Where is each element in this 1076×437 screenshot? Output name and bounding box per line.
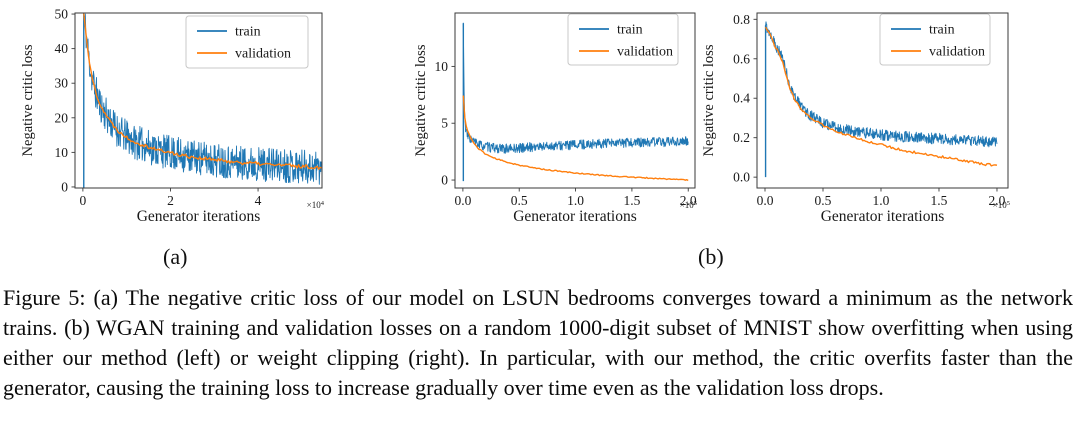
legend-box bbox=[879, 13, 991, 66]
legend-label-validation: validation bbox=[929, 45, 985, 60]
figure-caption: Figure 5: (a) The negative critic loss o… bbox=[3, 285, 1073, 400]
x-tick-label: 0 bbox=[80, 193, 87, 208]
subfigure-label-b: (b) bbox=[698, 244, 724, 269]
y-tick-label: 0.2 bbox=[733, 130, 750, 145]
y-tick-label: 0.0 bbox=[733, 170, 750, 185]
validation-series-line bbox=[83, 13, 322, 170]
legend: train validation bbox=[185, 15, 309, 69]
train-series-line bbox=[462, 22, 689, 154]
y-axis-label: Negative critic loss bbox=[20, 44, 36, 156]
x-tick-label: 1.0 bbox=[873, 193, 890, 208]
legend-label-train: train bbox=[235, 25, 261, 40]
x-tick-label: 2.0 bbox=[680, 193, 697, 208]
axes-frame bbox=[454, 12, 696, 189]
axes-frame bbox=[756, 12, 1009, 189]
x-tick-label: 1.0 bbox=[567, 193, 584, 208]
legend-label-train: train bbox=[929, 23, 955, 38]
x-tick-label: 1.5 bbox=[623, 193, 640, 208]
legend-label-validation: validation bbox=[617, 45, 673, 60]
y-tick-label: 5 bbox=[441, 116, 448, 131]
y-tick-label: 10 bbox=[435, 59, 449, 74]
x-tick-label: 2 bbox=[167, 193, 174, 208]
y-tick-label: 0.6 bbox=[733, 51, 750, 66]
legend: train validation bbox=[567, 13, 679, 66]
validation-series-line bbox=[462, 95, 689, 182]
validation-series-line bbox=[764, 26, 998, 167]
x-axis-label: Generator iterations bbox=[137, 208, 261, 225]
x-axis-label: Generator iterations bbox=[821, 208, 945, 225]
subfigure-label-a: (a) bbox=[163, 244, 188, 269]
y-tick-label: 0.8 bbox=[733, 12, 750, 27]
y-tick-label: 0.4 bbox=[733, 91, 750, 106]
legend-box bbox=[567, 13, 679, 66]
y-tick-label: 10 bbox=[55, 145, 69, 160]
axes-frame bbox=[74, 12, 323, 189]
x-axis-label: Generator iterations bbox=[513, 208, 637, 225]
legend-label-validation: validation bbox=[235, 47, 291, 62]
x-tick-label: 0.0 bbox=[454, 193, 471, 208]
x-axis-offset-text: ×105 bbox=[993, 200, 1010, 210]
x-tick-label: 0.5 bbox=[815, 193, 832, 208]
y-tick-label: 20 bbox=[55, 110, 69, 125]
y-tick-label: 50 bbox=[55, 7, 69, 22]
y-tick-label: 40 bbox=[55, 41, 69, 56]
train-series-line bbox=[765, 21, 998, 148]
x-tick-label: 0.5 bbox=[511, 193, 528, 208]
y-tick-label: 30 bbox=[55, 76, 69, 91]
chart-mnist-our-method-loss: 0.0 0.5 1.0 1.5 2.0 0 5 10 Generator iterations N… bbox=[413, 12, 697, 225]
y-axis-label: Negative critic loss bbox=[413, 44, 429, 156]
legend: train validation bbox=[879, 13, 991, 66]
x-tick-label: 2.0 bbox=[989, 193, 1006, 208]
y-tick-label: 0 bbox=[441, 173, 448, 188]
x-tick-label: 0.0 bbox=[757, 193, 774, 208]
y-axis-label: Negative critic loss bbox=[701, 44, 717, 156]
chart-mnist-weight-clipping-loss: 0.0 0.5 1.0 1.5 2.0 0.0 0.2 0.4 0.6 0.8 Generator … bbox=[701, 12, 1010, 225]
y-tick-label: 0 bbox=[61, 179, 68, 194]
legend-box bbox=[185, 15, 309, 69]
x-tick-label: 4 bbox=[255, 193, 262, 208]
x-axis-offset-text: ×104 bbox=[307, 200, 325, 210]
x-axis-offset-text: ×105 bbox=[680, 200, 697, 210]
x-tick-label: 1.5 bbox=[931, 193, 948, 208]
legend-label-train: train bbox=[617, 23, 643, 38]
